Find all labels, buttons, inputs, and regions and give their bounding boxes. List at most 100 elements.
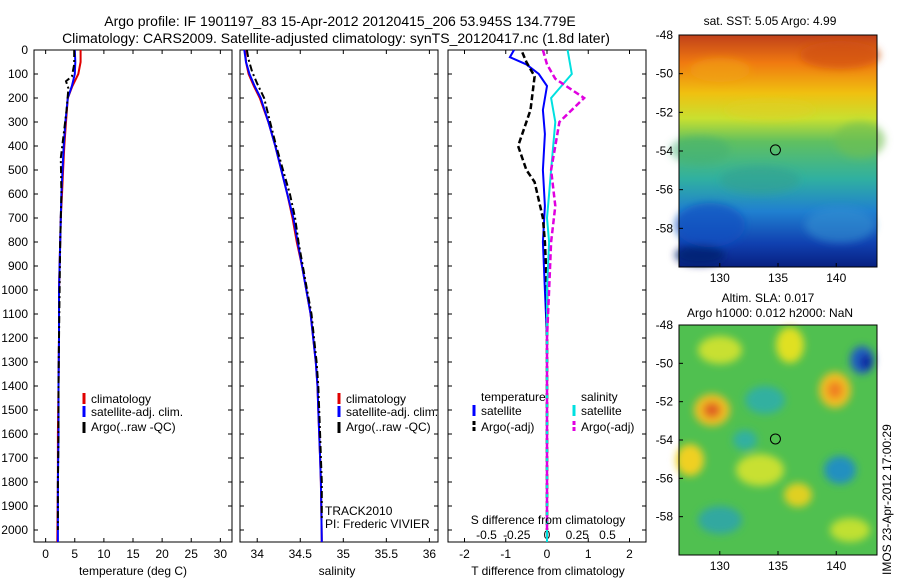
series-line-satellite (508, 49, 549, 542)
x-tick-label: -2 (459, 547, 470, 561)
legend-header-salinity: salinity (581, 390, 618, 404)
temperature-axes-box (33, 49, 233, 543)
legend-label-climatology: climatology (346, 392, 406, 406)
lat-tick-label: -58 (656, 221, 674, 235)
pi-annotation: PI: Frederic VIVIER (325, 517, 430, 531)
sla-map-tick-labels: 130 135 140 -48 -50 -52 -54 -56 -58 (656, 318, 847, 573)
lon-tick-label: 130 (710, 271, 730, 285)
series-line-satellite (243, 49, 323, 543)
salinity-axes-box (239, 49, 439, 543)
lat-tick-label: -54 (656, 433, 674, 447)
x-tick-label: 34 (251, 547, 265, 561)
depth-tick-label: 1900 (1, 499, 28, 513)
depth-tick-label: 1600 (1, 427, 28, 441)
temperature-legend: climatology satellite-adj. clim. Argo(..… (82, 392, 183, 434)
x-tick-label: 35 (337, 547, 351, 561)
depth-tick-label: 0 (21, 43, 28, 57)
lat-tick-label: -56 (656, 183, 674, 197)
depth-tick-label: 200 (8, 91, 28, 105)
legend-header-temperature: temperature (481, 390, 546, 404)
salinity-legend: climatology satellite-adj. clim. Argo(..… (337, 392, 438, 434)
depth-tick-label: 300 (8, 115, 28, 129)
lat-tick-label: -48 (656, 28, 674, 42)
difference-series (508, 49, 587, 542)
depth-tick-label: 600 (8, 187, 28, 201)
sst-map-panel: sat. SST: 5.05 Argo: 4.99 130 135 140 -48 -5… (656, 14, 885, 285)
lon-tick-label: 135 (768, 559, 788, 573)
temperature-panel: 0100200300400500600700800900100011001200… (1, 43, 646, 578)
legend-label-t-argo: Argo(-adj) (481, 420, 534, 434)
t-difference-axis-label: T difference from climatology (471, 564, 625, 578)
legend-label-argo: Argo(..raw -QC) (346, 420, 431, 434)
lat-tick-label: -56 (656, 471, 674, 485)
x-tick-label: 30 (214, 547, 228, 561)
legend-label-s-argo: Argo(-adj) (581, 420, 634, 434)
x-tick-label: 25 (185, 547, 199, 561)
depth-tick-label: 1100 (2, 307, 28, 321)
lat-tick-label: -58 (656, 510, 674, 524)
x-tick-label: 35.5 (375, 547, 399, 561)
legend-label-s-satellite: satellite (581, 404, 622, 418)
temperature-tick-labels: 0 5 10 15 20 25 30 (42, 50, 227, 561)
x-tick-label: 2 (626, 547, 633, 561)
salinity-panel: 34 34.5 35 35.5 36 salinity TRACK2010 PI: Fr… (239, 49, 439, 578)
difference-legend: temperature salinity satellite Argo(-adj… (472, 390, 634, 434)
legend-label-satellite: satellite-adj. clim. (91, 405, 183, 419)
series-line-argo (56, 50, 76, 530)
argo-position-marker (769, 144, 781, 156)
s-diff-tick-label: -0.25 (503, 528, 531, 542)
imos-timestamp: IMOS 23-Apr-2012 17:00:29 (880, 424, 894, 575)
lat-tick-label: -52 (656, 105, 674, 119)
salinity-axis-label: salinity (319, 564, 356, 578)
depth-tick-label: 1400 (1, 379, 28, 393)
depth-tick-label: 1500 (1, 403, 28, 417)
sst-map-tick-labels: 130 135 140 -48 -50 -52 -54 -56 -58 (656, 28, 847, 285)
x-tick-label: -1 (500, 547, 511, 561)
depth-tick-label: 1000 (1, 283, 28, 297)
sst-field-texture (670, 41, 885, 265)
sla-map-title: Altim. SLA: 0.017 (722, 291, 815, 305)
argo-position-marker (769, 433, 781, 445)
sst-map-title: sat. SST: 5.05 Argo: 4.99 (704, 14, 837, 28)
x-tick-label: 36 (423, 547, 437, 561)
series-line-climatology (244, 49, 323, 543)
depth-tick-label: 100 (8, 67, 28, 81)
x-tick-label: 15 (126, 547, 140, 561)
s-diff-tick-label: -0.5 (476, 528, 497, 542)
x-tick-label: 0 (42, 547, 49, 561)
s-diff-tick-label: 0.5 (599, 528, 616, 542)
depth-tick-label: 2000 (1, 523, 28, 537)
x-tick-label: 5 (71, 547, 78, 561)
depth-tick-label: 900 (8, 259, 28, 273)
depth-tick-label: 400 (8, 139, 28, 153)
legend-label-satellite: satellite-adj. clim. (346, 405, 438, 419)
lon-tick-label: 140 (826, 559, 846, 573)
lat-tick-label: -50 (656, 67, 674, 81)
lon-tick-label: 135 (768, 271, 788, 285)
lat-tick-label: -52 (656, 395, 674, 409)
x-tick-label: 20 (155, 547, 169, 561)
track-annotation: TRACK2010 (325, 504, 393, 518)
x-tick-label: 1 (585, 547, 592, 561)
lat-tick-label: -48 (656, 318, 674, 332)
legend-label-climatology: climatology (91, 392, 151, 406)
legend-label-argo: Argo(..raw -QC) (91, 420, 176, 434)
depth-tick-label: 1200 (1, 331, 28, 345)
figure-title-line2: Climatology: CARS2009. Satellite-adjuste… (62, 30, 610, 46)
lon-tick-label: 140 (826, 271, 846, 285)
depth-tick-label: 500 (8, 163, 28, 177)
depth-tick-label: 1700 (1, 451, 28, 465)
depth-tick-label: 800 (8, 235, 28, 249)
depth-tick-label: 700 (8, 211, 28, 225)
sla-field-texture (676, 327, 874, 542)
temperature-series (56, 49, 82, 543)
depth-tick-label: 1300 (1, 355, 28, 369)
salinity-tick-labels: 34 34.5 35 35.5 36 (251, 50, 437, 561)
lat-tick-label: -54 (656, 144, 674, 158)
depth-tick-label: 1800 (1, 475, 28, 489)
lon-tick-label: 130 (710, 559, 730, 573)
x-tick-label: 34.5 (289, 547, 313, 561)
series-line-argo (516, 51, 549, 530)
legend-label-t-satellite: satellite (481, 404, 522, 418)
